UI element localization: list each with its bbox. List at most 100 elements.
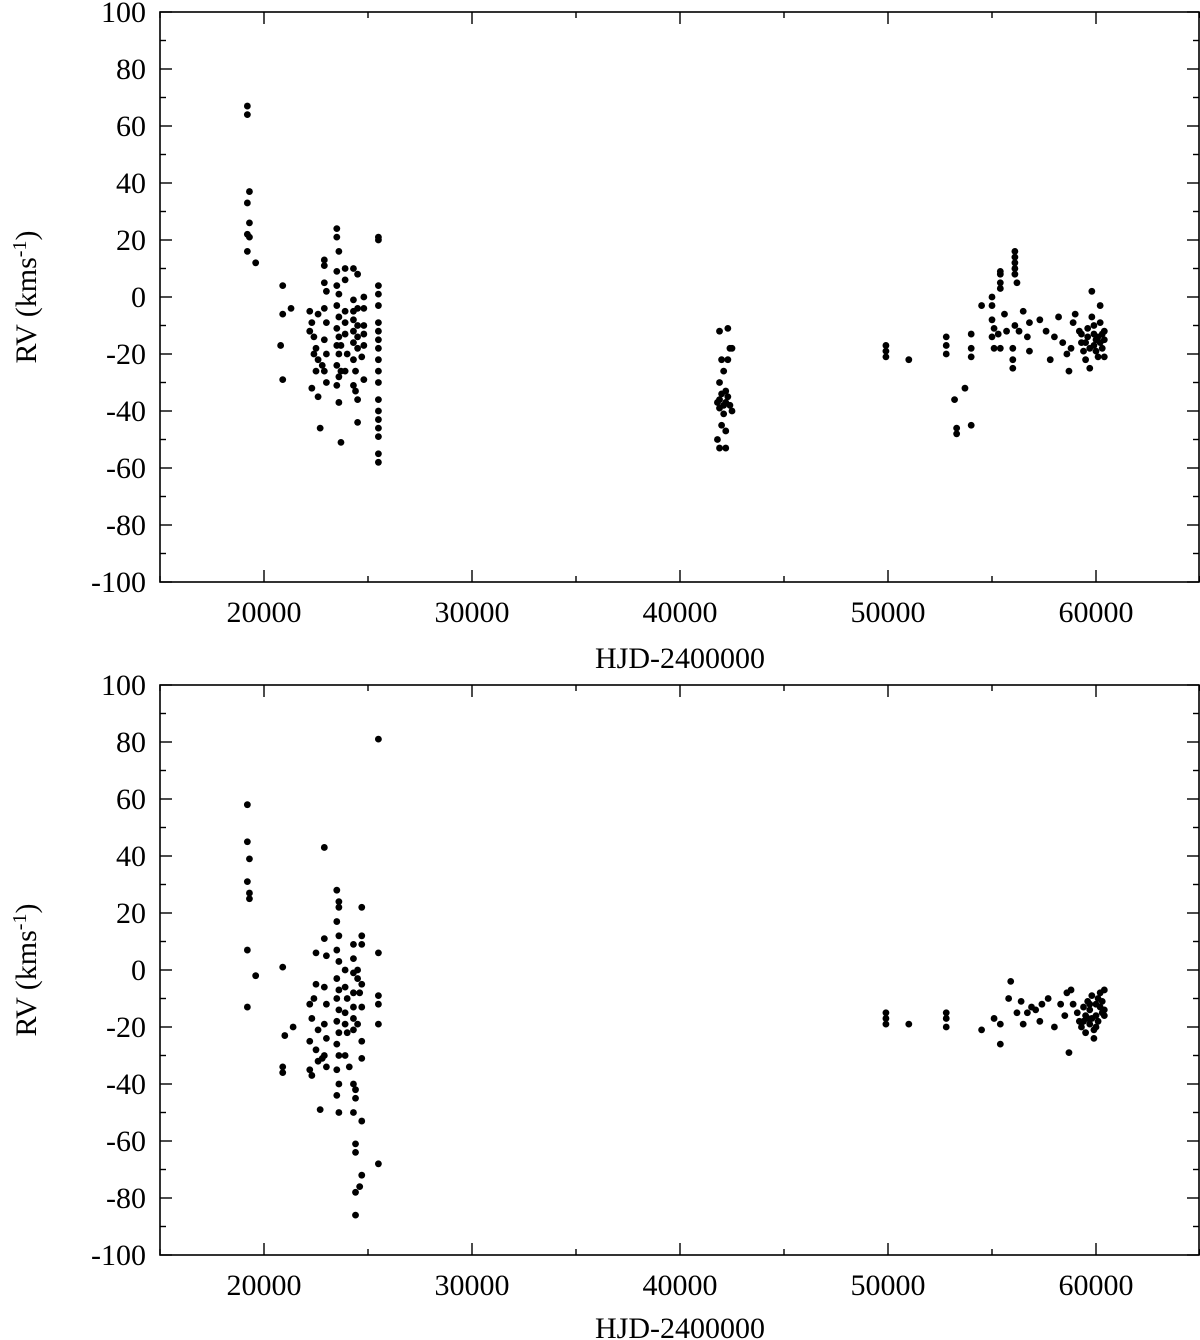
data-point (358, 932, 366, 940)
y-tick-label: 80 (116, 53, 146, 86)
data-point (318, 1054, 326, 1062)
data-point (335, 898, 343, 905)
data-point (335, 1052, 343, 1059)
data-point (1100, 986, 1108, 994)
data-point (312, 949, 320, 957)
data-point (1069, 319, 1077, 327)
data-point (341, 276, 349, 284)
y-tick-label: 0 (131, 281, 146, 314)
data-point (306, 327, 314, 335)
data-point (341, 1052, 349, 1059)
data-point (289, 1023, 297, 1031)
data-point (375, 992, 382, 1000)
data-point (335, 1029, 343, 1037)
data-point (1046, 356, 1054, 364)
data-point (1082, 356, 1089, 364)
data-point (323, 1000, 330, 1008)
plot-frame (159, 11, 1200, 583)
data-point (1019, 1020, 1027, 1028)
data-point (323, 379, 330, 386)
data-point (350, 339, 357, 346)
data-point (279, 1063, 287, 1071)
data-point (337, 438, 345, 446)
data-point (246, 233, 253, 241)
data-point (356, 989, 364, 997)
data-point (350, 1015, 357, 1022)
data-point (988, 333, 996, 341)
data-point (1094, 353, 1102, 361)
data-point (724, 393, 732, 401)
data-point (310, 350, 318, 358)
data-point (246, 895, 253, 903)
data-point (252, 972, 260, 980)
data-point (1044, 995, 1052, 1002)
data-point (1011, 248, 1019, 255)
data-point (728, 344, 736, 352)
data-point (953, 430, 961, 438)
data-point (318, 362, 326, 369)
data-point (350, 327, 357, 335)
y-tick-label: 20 (116, 897, 146, 930)
data-point (1015, 327, 1023, 335)
data-point (1092, 1023, 1100, 1031)
data-point (343, 995, 351, 1002)
data-point (1005, 995, 1013, 1002)
data-point (1088, 992, 1096, 1000)
data-point (352, 387, 359, 395)
data-point (1007, 978, 1015, 985)
data-point (360, 305, 368, 312)
data-point (341, 319, 349, 327)
data-point (323, 319, 330, 327)
data-point (341, 265, 349, 272)
y-tick-label: 20 (116, 224, 146, 257)
data-point (350, 381, 357, 389)
data-point (314, 356, 322, 364)
data-point (279, 963, 287, 971)
data-point (243, 838, 251, 846)
data-point (1023, 333, 1031, 341)
data-point (988, 302, 996, 309)
data-point (726, 401, 734, 409)
data-point (994, 330, 1002, 338)
data-point (277, 342, 285, 349)
data-point (724, 324, 732, 332)
data-point (333, 946, 341, 954)
data-point (375, 735, 382, 743)
y-tick-label: 60 (116, 110, 146, 143)
data-point (320, 983, 328, 991)
y-tick-label: -100 (91, 1239, 146, 1272)
data-point (333, 282, 341, 289)
data-point (375, 236, 382, 244)
top-panel: 100 80 60 40 20 0 -20 -40 -60 -80 -100 20000 30000 40… (9, 0, 1200, 675)
data-point (335, 313, 343, 321)
data-point (1082, 1029, 1089, 1037)
data-point (942, 1023, 950, 1031)
data-point (1009, 364, 1017, 372)
bottom-panel: 100 80 60 40 20 0 -20 -40 -60 -80 -100 20000 30000 40… (9, 669, 1200, 1340)
y-tick-label: 40 (116, 840, 146, 873)
data-point (375, 344, 382, 352)
data-point (1100, 1012, 1108, 1019)
data-point (360, 376, 368, 384)
data-point (308, 1015, 316, 1022)
x-tick-label: 40000 (643, 1269, 718, 1302)
x-tick-label: 20000 (227, 1269, 302, 1302)
data-point (350, 940, 357, 948)
data-point (354, 322, 361, 329)
data-point (1011, 259, 1019, 267)
data-point (279, 1069, 287, 1076)
data-point (375, 407, 382, 415)
y-tick-label: 40 (116, 167, 146, 200)
data-point (1001, 310, 1008, 318)
data-point (716, 444, 723, 452)
data-point (341, 367, 349, 375)
data-point (718, 356, 725, 364)
data-point (243, 199, 251, 207)
data-point (942, 1009, 950, 1017)
data-point (1051, 1023, 1058, 1031)
data-point (243, 878, 251, 886)
data-point (316, 424, 324, 432)
data-point (1073, 1009, 1081, 1017)
data-point (1098, 997, 1106, 1005)
